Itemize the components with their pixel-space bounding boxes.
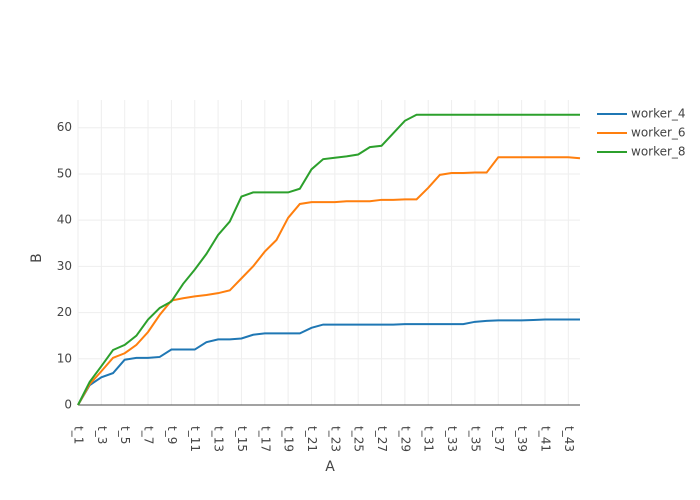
x-tick-label: t_1 bbox=[72, 426, 86, 444]
x-tick-label: t_39 bbox=[515, 426, 529, 452]
x-tick-label: t_7 bbox=[142, 426, 156, 444]
x-tick-label: t_41 bbox=[538, 426, 552, 452]
x-tick-label: t_19 bbox=[282, 426, 296, 452]
line-series bbox=[77, 113, 580, 406]
y-tick-label: 50 bbox=[57, 166, 72, 180]
x-tick-label: t_23 bbox=[328, 426, 342, 452]
x-tick-label: t_21 bbox=[305, 426, 319, 452]
x-tick-label: t_5 bbox=[118, 426, 132, 444]
x-tick-label: t_25 bbox=[352, 426, 366, 452]
y-tick-label: 20 bbox=[57, 305, 72, 319]
x-tick-label: t_33 bbox=[445, 426, 459, 452]
y-axis-title: B bbox=[29, 253, 45, 263]
x-tick-label: t_37 bbox=[492, 426, 506, 452]
x-tick-label: t_15 bbox=[235, 426, 249, 452]
y-tick-label: 30 bbox=[57, 259, 72, 273]
x-tick-label: t_13 bbox=[212, 426, 226, 452]
x-tick-label: t_27 bbox=[375, 426, 389, 452]
y-tick-label: 0 bbox=[64, 398, 72, 412]
x-tick-label: t_43 bbox=[562, 426, 576, 452]
x-tick-label: t_29 bbox=[398, 426, 412, 452]
line-series bbox=[77, 318, 580, 406]
x-tick-label: t_3 bbox=[95, 426, 109, 444]
line-series bbox=[77, 156, 581, 406]
y-tick-label: 60 bbox=[57, 120, 72, 134]
x-tick-label: t_11 bbox=[188, 426, 202, 452]
x-tick-label: t_31 bbox=[422, 426, 436, 452]
x-tick-label: t_9 bbox=[165, 426, 179, 444]
legend-label: worker_8 bbox=[631, 145, 686, 159]
x-axis-title: A bbox=[325, 459, 335, 475]
x-tick-label: t_17 bbox=[258, 426, 272, 452]
y-tick-label: 10 bbox=[57, 351, 72, 365]
legend-label: worker_4 bbox=[631, 107, 686, 121]
legend-label: worker_6 bbox=[631, 126, 686, 140]
y-tick-label: 40 bbox=[57, 213, 72, 227]
x-tick-label: t_35 bbox=[468, 426, 482, 452]
